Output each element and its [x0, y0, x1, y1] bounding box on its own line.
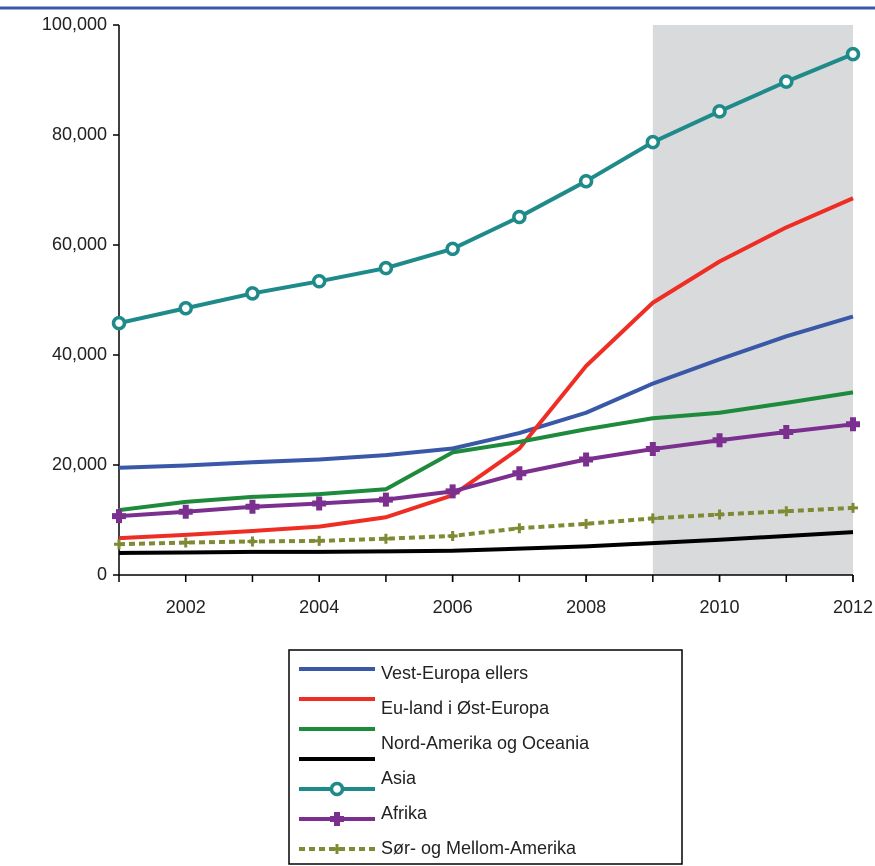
marker: [330, 812, 344, 826]
marker: [111, 315, 127, 331]
marker: [245, 499, 260, 514]
marker: [112, 509, 126, 524]
marker: [647, 513, 658, 524]
marker: [380, 533, 391, 544]
marker: [848, 502, 858, 513]
marker: [378, 260, 394, 276]
series-line: [118, 52, 854, 326]
forecast-shade: [652, 25, 853, 575]
marker: [712, 433, 727, 448]
x-tick-label: 2006: [433, 597, 473, 617]
marker: [779, 74, 794, 89]
marker: [514, 523, 525, 534]
series-line: [118, 422, 854, 519]
marker: [311, 274, 327, 289]
marker: [712, 104, 727, 119]
x-tick-label: 2004: [299, 597, 339, 617]
marker: [180, 537, 191, 548]
marker: [445, 484, 460, 499]
legend-label: Vest-Europa ellers: [381, 663, 528, 683]
x-tick-label: 2008: [566, 597, 606, 617]
legend-label: Nord-Amerika og Oceania: [381, 733, 590, 753]
marker: [314, 535, 325, 546]
marker: [579, 452, 594, 467]
y-tick-label: 80,000: [52, 124, 107, 144]
marker: [845, 46, 861, 62]
x-tick-label: 2010: [700, 597, 740, 617]
y-tick-label: 60,000: [52, 234, 107, 254]
y-tick-label: 0: [97, 564, 107, 584]
marker: [114, 539, 124, 550]
x-tick-label: 2012: [833, 597, 873, 617]
marker: [512, 466, 527, 481]
series-line: [118, 196, 854, 541]
marker: [512, 209, 527, 225]
marker: [645, 442, 660, 457]
marker: [178, 504, 193, 519]
x-tick-label: 2002: [166, 597, 206, 617]
legend-label: Sør- og Mellom-Amerika: [381, 838, 577, 858]
marker: [781, 506, 792, 517]
marker: [779, 425, 794, 439]
y-tick-label: 40,000: [52, 344, 107, 364]
marker: [178, 301, 193, 316]
y-tick-label: 20,000: [52, 454, 107, 474]
series-line: [118, 530, 854, 555]
series-line: [118, 390, 854, 513]
legend-label: Eu-land i Øst-Europa: [381, 698, 550, 718]
marker: [245, 286, 260, 301]
marker: [578, 173, 594, 189]
marker: [447, 530, 458, 541]
marker: [714, 509, 725, 520]
y-tick-label: 100,000: [42, 14, 107, 34]
marker: [332, 844, 342, 854]
legend-label: Asia: [381, 768, 417, 788]
series-line: [118, 314, 854, 470]
marker: [378, 492, 393, 507]
marker: [247, 536, 258, 547]
marker: [645, 134, 661, 150]
marker: [846, 417, 860, 432]
marker: [329, 781, 345, 797]
series-line: [118, 505, 854, 547]
marker: [312, 496, 327, 511]
legend-label: Afrika: [381, 803, 428, 823]
marker: [581, 518, 592, 529]
marker: [445, 241, 460, 257]
